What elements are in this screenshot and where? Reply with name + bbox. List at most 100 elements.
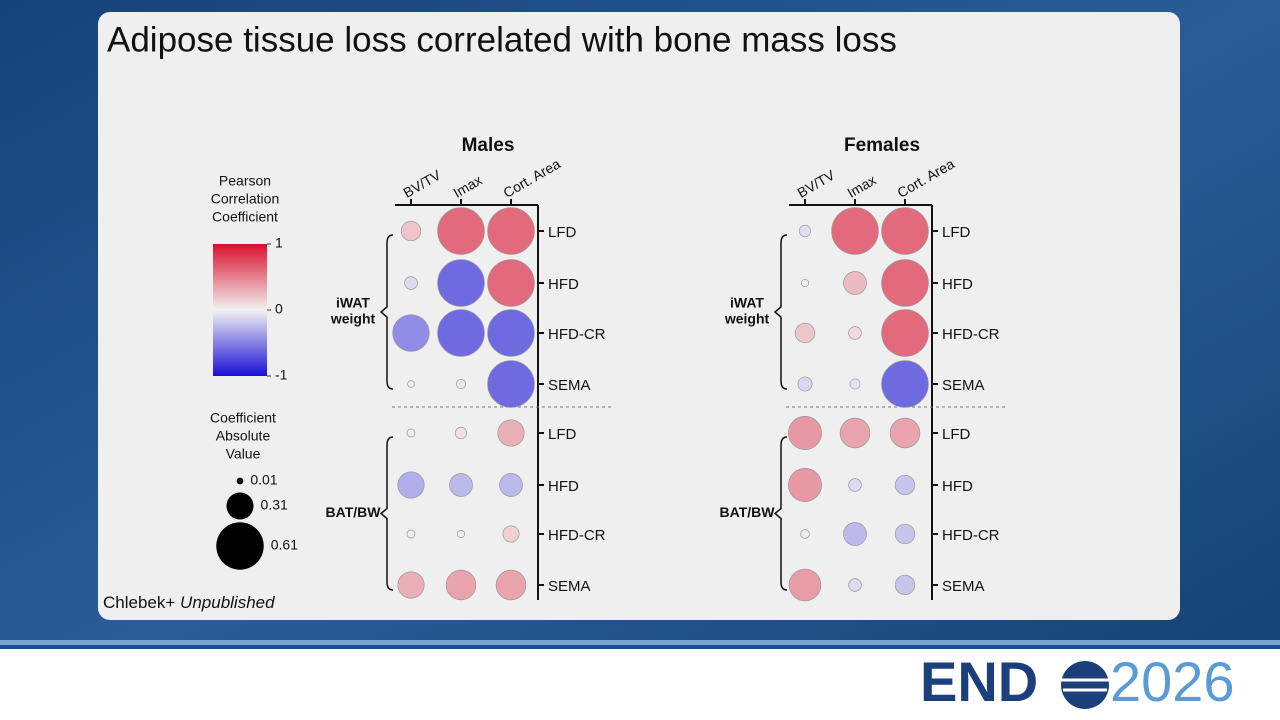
bubble	[788, 468, 822, 502]
bubble	[889, 417, 921, 449]
bubble	[495, 569, 527, 601]
bubble	[397, 571, 425, 599]
logo-globe	[1061, 661, 1109, 709]
bubble	[881, 259, 929, 307]
logo-right: 2026	[1110, 650, 1235, 713]
colorbar-tick-label: 0	[275, 301, 283, 317]
group-label: iWAT	[730, 295, 764, 311]
bubble	[455, 378, 467, 390]
bubble	[843, 271, 867, 295]
legend-title: Value	[226, 446, 261, 462]
colorbar	[213, 244, 267, 376]
size-legend-label: 0.61	[271, 537, 298, 553]
bubble	[487, 259, 535, 307]
bracket	[773, 234, 788, 390]
row-label: SEMA	[548, 377, 591, 394]
bubble	[788, 416, 822, 450]
bracket	[379, 436, 394, 591]
colorbar-tick-label: 1	[275, 235, 283, 251]
bubble	[449, 473, 473, 497]
row-label: HFD	[942, 478, 973, 495]
row-label: LFD	[942, 224, 971, 241]
bubble	[797, 376, 813, 392]
legend-title: Coefficient	[212, 209, 278, 225]
bubble	[849, 378, 861, 390]
row-label: LFD	[548, 224, 577, 241]
bubble	[454, 426, 468, 440]
bubble	[502, 525, 520, 543]
size-legend-label: 0.31	[261, 497, 288, 513]
group-label: iWAT	[336, 295, 370, 311]
bubble	[437, 259, 485, 307]
chart-title: Females	[844, 135, 920, 156]
bubble	[894, 523, 916, 545]
bubble	[437, 207, 485, 255]
bubble	[843, 522, 867, 546]
bubble	[397, 471, 425, 499]
bracket	[379, 234, 394, 390]
bubble	[894, 574, 916, 596]
size-legend-circle	[236, 477, 244, 485]
row-label: SEMA	[942, 578, 985, 595]
bubble	[400, 220, 422, 242]
group-label: BAT/BW	[326, 504, 382, 520]
bracket	[773, 436, 788, 591]
bubble	[798, 224, 812, 238]
bubble	[839, 417, 871, 449]
bubble	[487, 360, 535, 408]
bubble	[881, 309, 929, 357]
row-label: SEMA	[548, 578, 591, 595]
bubble	[407, 380, 415, 388]
bubble	[497, 419, 525, 447]
group-label: weight	[330, 311, 376, 327]
author: Chlebek+	[103, 593, 175, 612]
bubble	[794, 322, 816, 344]
bubble	[487, 309, 535, 357]
bubble	[456, 529, 466, 539]
status: Unpublished	[180, 593, 275, 612]
logo-left: END	[920, 650, 1038, 713]
group-label: BAT/BW	[720, 504, 776, 520]
bubble	[437, 309, 485, 357]
bubble	[848, 478, 862, 492]
chart-title: Males	[462, 135, 515, 156]
size-legend-circle	[226, 492, 254, 520]
size-legend-label: 0.01	[250, 472, 277, 488]
panel	[98, 12, 1180, 620]
legend-title: Correlation	[211, 191, 279, 207]
bubble	[487, 207, 535, 255]
bubble	[788, 568, 822, 602]
bubble	[848, 326, 862, 340]
bubble	[848, 578, 862, 592]
bubble	[499, 473, 523, 497]
row-label: HFD-CR	[942, 326, 1000, 343]
bubble	[406, 428, 416, 438]
legend-title: Absolute	[216, 428, 271, 444]
row-label: HFD	[548, 478, 579, 495]
bubble	[445, 569, 477, 601]
slide-title: Adipose tissue loss correlated with bone…	[107, 20, 897, 59]
row-label: HFD-CR	[548, 527, 606, 544]
row-label: HFD	[942, 276, 973, 293]
group-label: weight	[724, 311, 770, 327]
size-legend-circle	[216, 522, 264, 570]
bubble	[800, 529, 810, 539]
row-label: LFD	[942, 426, 971, 443]
bubble	[406, 529, 416, 539]
footnote: Chlebek+ Unpublished	[103, 593, 275, 612]
row-label: LFD	[548, 426, 577, 443]
bubble	[881, 207, 929, 255]
band-line	[0, 645, 1280, 649]
legend-title: Coefficient	[210, 410, 276, 426]
legend-title: Pearson	[219, 173, 271, 189]
row-label: HFD-CR	[942, 527, 1000, 544]
bubble	[881, 360, 929, 408]
colorbar-tick-label: -1	[275, 367, 288, 383]
bubble	[392, 314, 430, 352]
row-label: SEMA	[942, 377, 985, 394]
band-line	[0, 640, 1280, 645]
row-label: HFD	[548, 276, 579, 293]
logo-globe-lines	[1061, 678, 1109, 692]
bubble	[831, 207, 879, 255]
